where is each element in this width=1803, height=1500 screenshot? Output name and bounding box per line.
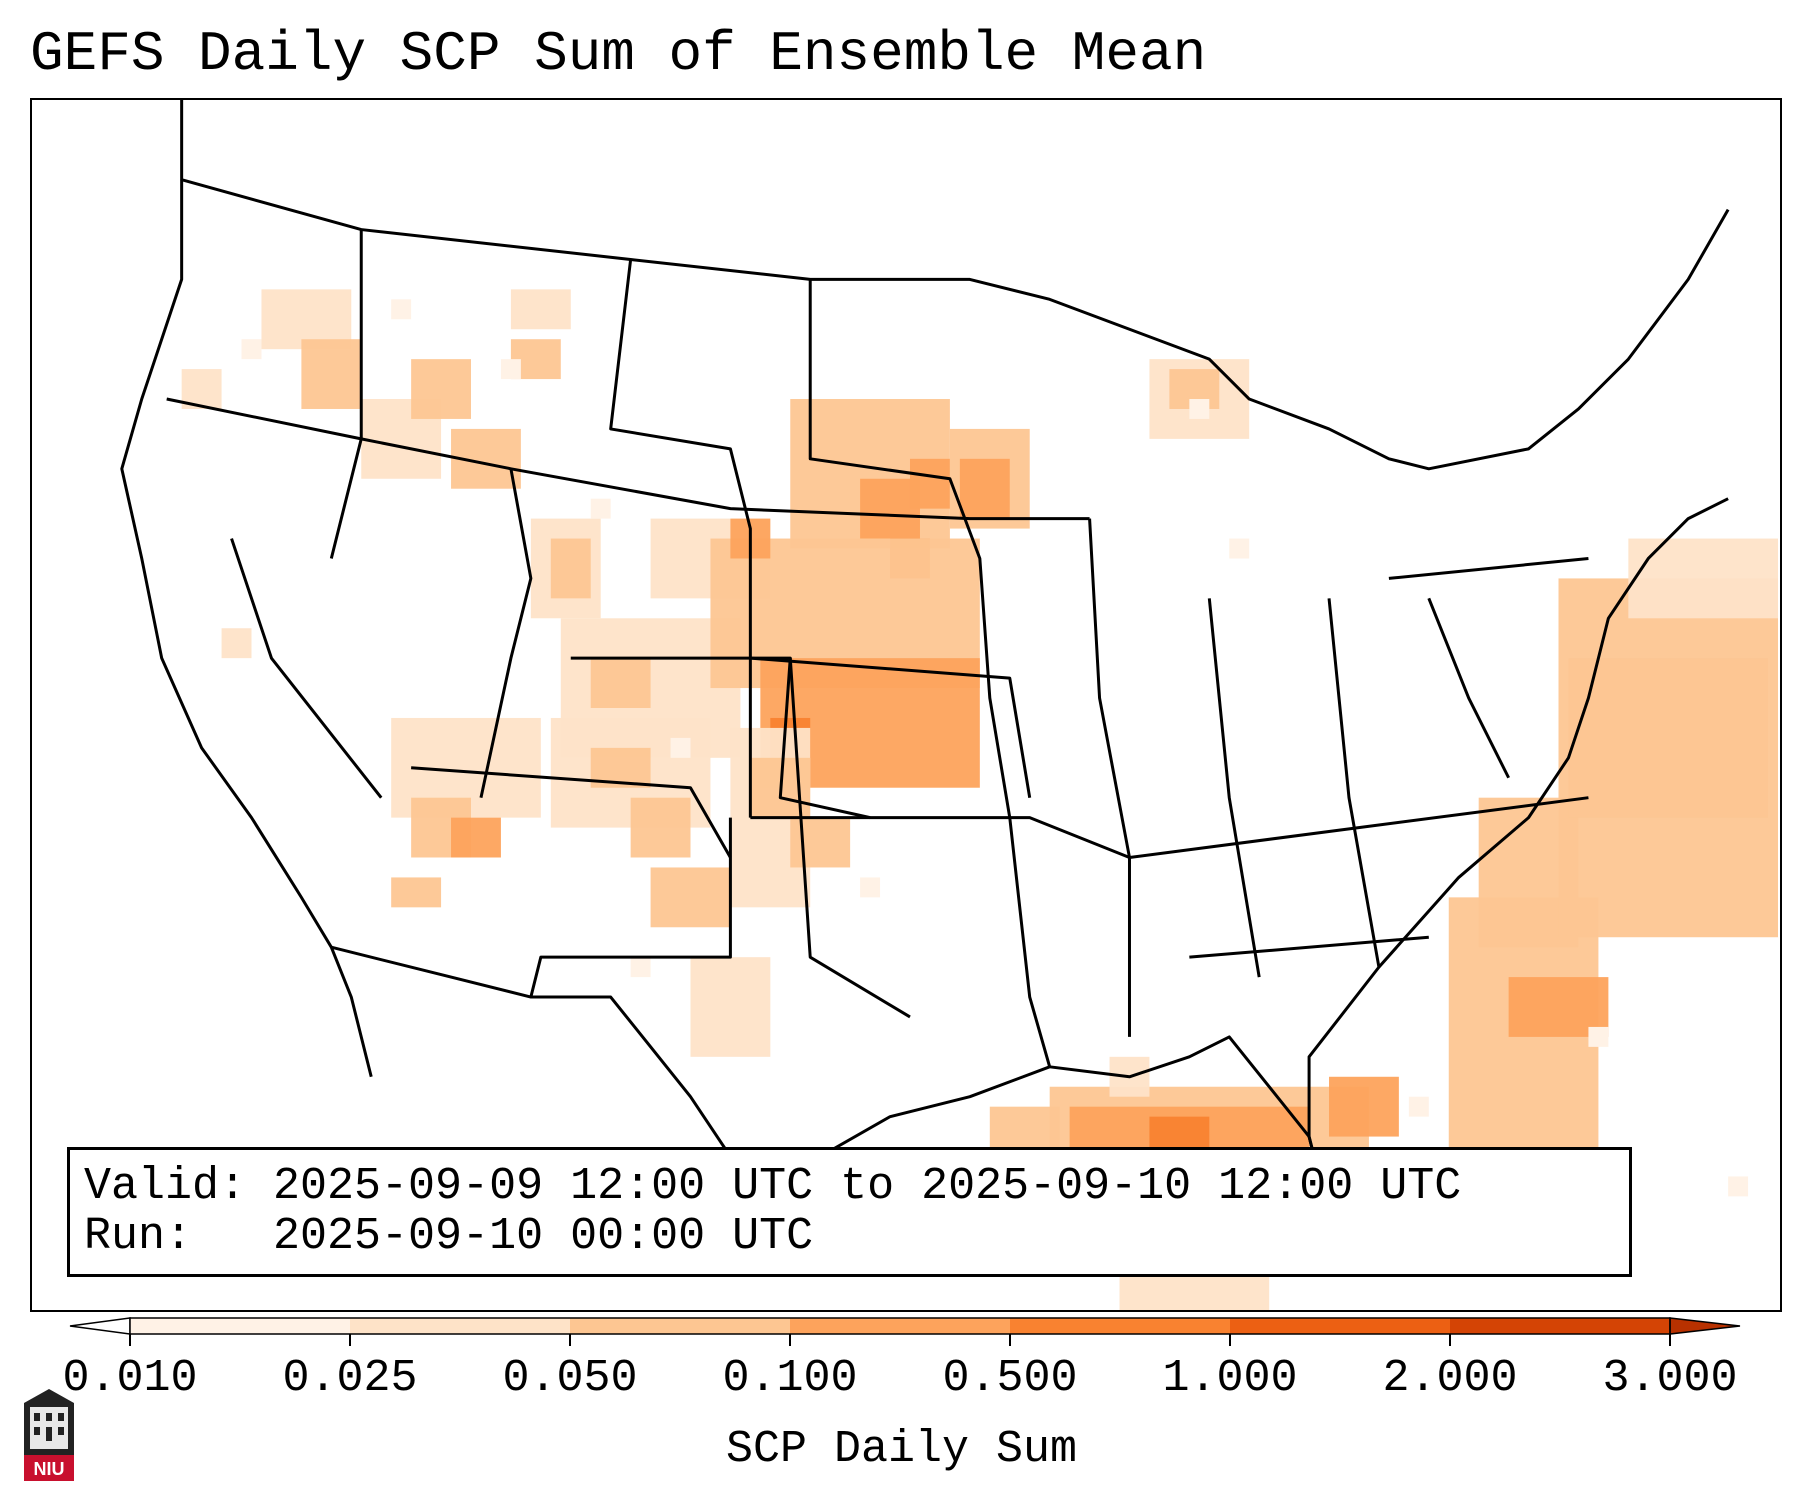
colorbar-tick-label: 3.000: [1602, 1353, 1737, 1404]
colorbar-tick-label: 1.000: [1162, 1353, 1297, 1404]
map-panel: [30, 98, 1782, 1312]
scp-shading-cell: [221, 628, 252, 659]
scp-shading-cell: [1728, 1176, 1749, 1197]
info-box: Valid: 2025-09-09 12:00 UTC to 2025-09-1…: [67, 1147, 1632, 1277]
colorbar-cell: [1450, 1318, 1671, 1334]
coastline-border: [769, 1035, 1331, 1217]
scp-shading-cell: [690, 957, 771, 1057]
state-border: [1008, 817, 1052, 1068]
state-border: [570, 656, 871, 820]
colorbar-cell: [1010, 1318, 1231, 1334]
scp-shading-cell: [391, 877, 442, 908]
scp-shading-cell: [1229, 538, 1250, 559]
state-border: [1088, 518, 1131, 1037]
scp-shading-cell: [670, 737, 691, 758]
colorbar-extend-max: [1669, 1317, 1741, 1335]
boundary-layer: [120, 100, 1730, 1217]
scp-shading-cell: [510, 289, 571, 330]
coastline-border: [330, 945, 772, 1208]
scp-shading-cell: [550, 538, 591, 599]
scp-shading-cell: [860, 877, 881, 898]
chart-title: GEFS Daily SCP Sum of Ensemble Mean: [30, 22, 1207, 86]
state-border: [1129, 796, 1589, 859]
colorbar-tick-label: 0.010: [62, 1353, 197, 1404]
scp-shading-cell: [391, 299, 412, 320]
scp-shading-cell: [301, 339, 362, 409]
run-time-text: Run: 2025-09-10 00:00 UTC: [84, 1211, 814, 1262]
colorbar-tick-label: 0.100: [722, 1353, 857, 1404]
scp-shading-cell: [650, 867, 731, 928]
scp-shading-cell: [630, 957, 651, 978]
colorbar-cell: [790, 1318, 1011, 1334]
state-border: [230, 538, 383, 799]
state-border: [329, 229, 363, 559]
colorbar-label: SCP Daily Sum: [725, 1424, 1078, 1475]
state-border: [1327, 598, 1381, 968]
coastline-border: [120, 179, 373, 1078]
colorbar-cells: [69, 1317, 1741, 1335]
colorbar-cell: [1230, 1318, 1451, 1334]
colorbar-tick-label: 2.000: [1382, 1353, 1517, 1404]
scp-shading-cell: [500, 359, 521, 380]
colorbar-tick-label: 0.050: [502, 1353, 637, 1404]
svg-text:NIU: NIU: [34, 1459, 65, 1479]
state-border: [788, 658, 911, 1019]
map-canvas: [120, 100, 1779, 1310]
colorbar-extend-min: [69, 1317, 131, 1335]
colorbar: 0.010 0.025 0.050 0.100 0.500 1.000 2.000 3.000: [62, 1317, 1741, 1404]
colorbar-cell: [570, 1318, 791, 1334]
state-border: [750, 656, 1032, 798]
state-border: [750, 816, 1131, 859]
scp-shading-cell: [590, 498, 611, 519]
scp-shading-cell: [909, 458, 950, 509]
scp-shading-cell: [630, 797, 691, 858]
state-border: [411, 766, 732, 859]
scp-shading-cell: [1189, 399, 1210, 419]
state-border: [609, 259, 752, 818]
scp-shading-cell: [1628, 538, 1779, 619]
colorbar-ticks: 0.010 0.025 0.050 0.100 0.500 1.000 2.000 3.000: [62, 1334, 1738, 1404]
scp-shading-cell: [1329, 1076, 1399, 1137]
coastline-border: [1307, 497, 1729, 1217]
state-border: [1427, 597, 1510, 779]
colorbar-tick-label: 0.025: [282, 1353, 417, 1404]
scp-shading-cell: [241, 339, 262, 360]
coastline-border: [180, 100, 1730, 471]
niu-logo: NIU: [24, 1389, 74, 1481]
scp-shading-cell: [411, 359, 471, 419]
state-border: [1207, 598, 1261, 978]
scp-shading-cell: [451, 817, 501, 858]
state-border: [1189, 935, 1429, 959]
colorbar-outline: [129, 1317, 1671, 1335]
scp-shading-cell: [790, 817, 851, 868]
valid-time-text: Valid: 2025-09-09 12:00 UTC to 2025-09-1…: [84, 1161, 1462, 1212]
state-border: [166, 397, 1090, 521]
state-border: [479, 468, 533, 799]
colorbar-cell: [350, 1318, 571, 1334]
state-border: [808, 279, 1012, 818]
scp-shading-cell: [1408, 1096, 1429, 1117]
colorbar-cell: [130, 1318, 351, 1334]
scp-shading-cell: [590, 658, 651, 708]
scp-shading-cell: [1588, 1026, 1609, 1047]
scp-shading-cell: [959, 458, 1010, 519]
colorbar-tick-label: 0.500: [942, 1353, 1077, 1404]
state-border: [529, 817, 732, 998]
scp-shading-cell: [1568, 658, 1769, 818]
state-border: [1388, 556, 1589, 580]
